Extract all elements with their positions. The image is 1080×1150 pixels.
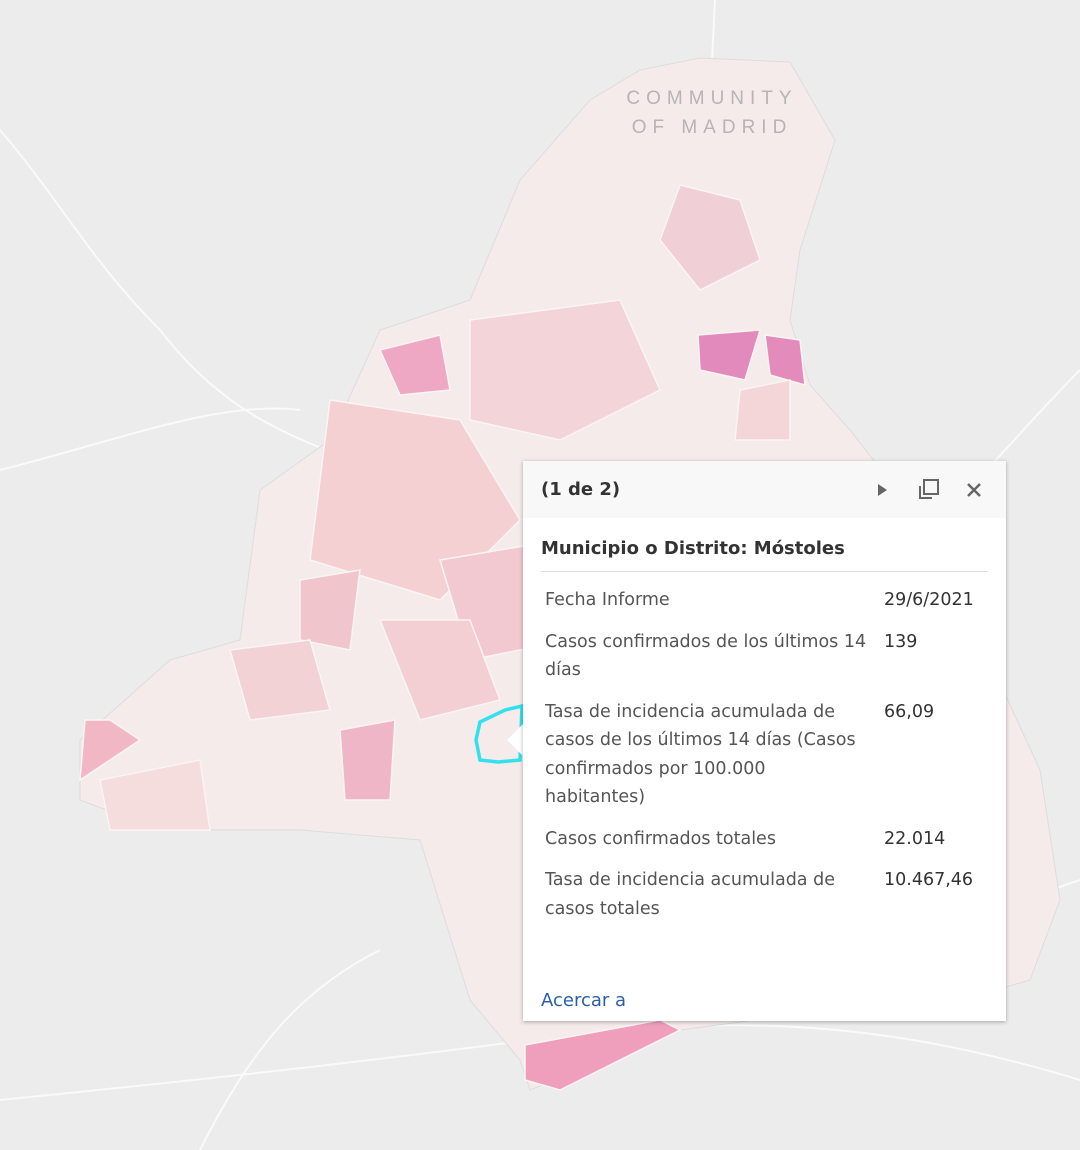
- attribute-row: Casos confirmados totales 22.014: [541, 825, 978, 867]
- popup-title: Municipio o Distrito: Móstoles: [541, 538, 988, 572]
- attribute-name: Casos confirmados de los últimos 14 días: [545, 631, 867, 681]
- attribute-value: 10.467,46: [884, 870, 974, 890]
- attribute-table: Fecha Informe 29/6/2021 Casos confirmados …: [541, 586, 978, 936]
- attribute-name: Tasa de incidencia acumulada de casos de…: [545, 701, 856, 808]
- attribute-name: Tasa de incidencia acumulada de casos to…: [545, 870, 835, 919]
- popup: (1 de 2) Municipio o Distrito: Móstoles …: [523, 461, 1006, 1021]
- attribute-row: Casos confirmados de los últimos 14 días…: [541, 628, 978, 698]
- zoom-link[interactable]: Acercar a: [541, 990, 627, 1011]
- dock-button[interactable]: [914, 476, 942, 504]
- attribute-value: 22.014: [884, 828, 946, 849]
- next-button[interactable]: [868, 476, 896, 504]
- attribute-name: Fecha Informe: [545, 590, 670, 610]
- close-button[interactable]: [960, 476, 988, 504]
- popup-header: (1 de 2): [523, 461, 1006, 518]
- attribute-value: 66,09: [884, 701, 935, 722]
- municipalities: [79, 184, 806, 1091]
- pager: (1 de 2): [541, 479, 621, 500]
- selected-municipality: [474, 703, 524, 764]
- attribute-value: 139: [884, 631, 918, 652]
- attribute-name: Casos confirmados totales: [545, 828, 776, 849]
- attribute-row: Tasa de incidencia acumulada de casos to…: [541, 866, 978, 936]
- region-label: COMMUNITY: [626, 88, 797, 109]
- attribute-value: 29/6/2021: [884, 590, 974, 610]
- region-label: OF MADRID: [632, 117, 793, 138]
- attribute-row: Tasa de incidencia acumulada de casos de…: [541, 698, 978, 825]
- popup-pointer: [507, 724, 523, 756]
- attribute-row: Fecha Informe 29/6/2021: [541, 586, 978, 628]
